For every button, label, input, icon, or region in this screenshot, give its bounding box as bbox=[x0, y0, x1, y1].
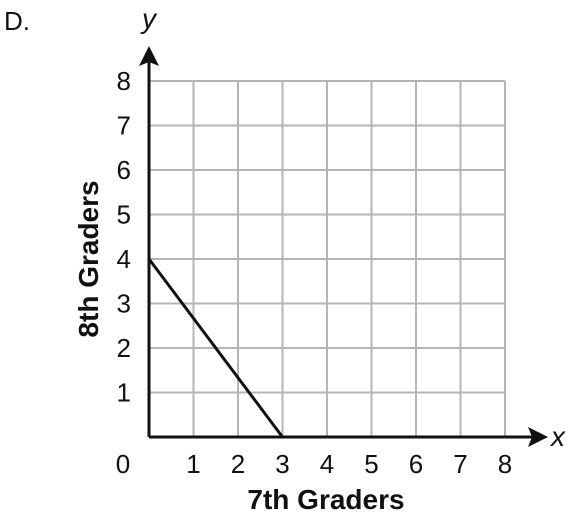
option-label: D. bbox=[4, 6, 30, 36]
x-tick-label: 8 bbox=[498, 449, 512, 479]
x-axis-title: 7th Graders bbox=[247, 484, 404, 515]
axes bbox=[139, 46, 548, 447]
x-tick-label: 7 bbox=[453, 449, 467, 479]
y-tick-label: 6 bbox=[117, 155, 131, 185]
y-tick-label: 3 bbox=[117, 289, 131, 319]
x-tick-label: 1 bbox=[186, 449, 200, 479]
x-tick-label: 0 bbox=[116, 449, 130, 479]
x-axis-variable: x bbox=[549, 421, 566, 452]
y-tick-label: 8 bbox=[117, 66, 131, 96]
y-tick-label: 4 bbox=[117, 244, 131, 274]
y-tick-label: 1 bbox=[117, 378, 131, 408]
y-axis-title: 8th Graders bbox=[73, 180, 104, 337]
x-tick-label: 4 bbox=[320, 449, 334, 479]
y-tick-label: 2 bbox=[117, 333, 131, 363]
grid bbox=[149, 81, 505, 437]
x-tick-label: 2 bbox=[231, 449, 245, 479]
x-tick-label: 6 bbox=[409, 449, 423, 479]
x-tick-label: 5 bbox=[364, 449, 378, 479]
x-tick-label: 3 bbox=[275, 449, 289, 479]
y-tick-label: 5 bbox=[117, 200, 131, 230]
y-axis-variable: y bbox=[140, 3, 158, 34]
y-tick-label: 7 bbox=[117, 111, 131, 141]
